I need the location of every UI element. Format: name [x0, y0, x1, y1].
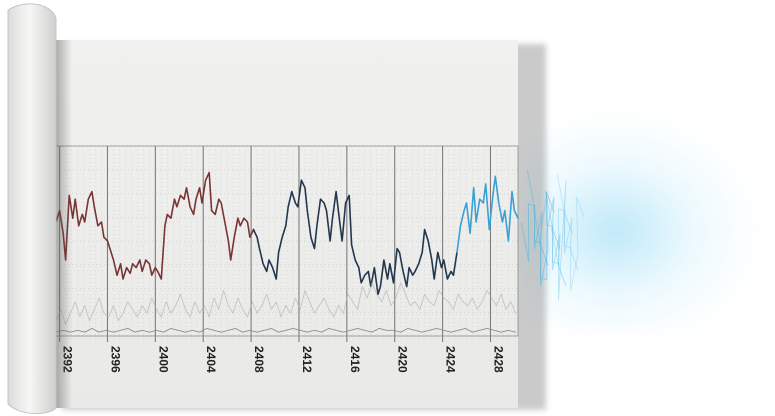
x-tick-label: 2400 — [156, 346, 170, 373]
light-glow — [520, 110, 760, 330]
series-line-1 — [55, 171, 255, 280]
x-tick-label: 2416 — [348, 346, 362, 373]
paper-roll — [7, 3, 57, 414]
x-tick-label: 2428 — [492, 346, 506, 373]
x-tick-label: 2404 — [204, 346, 218, 373]
glow-strand — [550, 208, 579, 271]
series-line-4 — [55, 282, 517, 326]
glow-strand — [538, 192, 567, 287]
paper-sheet — [56, 40, 518, 408]
glow-strand — [526, 169, 555, 287]
series-line-2 — [252, 179, 458, 296]
x-tick-label: 2408 — [252, 346, 266, 373]
x-tick-label: 2424 — [444, 346, 458, 373]
glow-strand — [544, 180, 573, 301]
series-line-5 — [55, 327, 517, 333]
glow-strand — [532, 196, 561, 281]
x-tick-label: 2412 — [300, 346, 314, 373]
glow-strand — [556, 174, 585, 292]
x-tick-label: 2396 — [109, 346, 123, 373]
series-layer — [55, 169, 585, 333]
x-tick-label: 2420 — [396, 346, 410, 373]
series-line-3 — [456, 175, 519, 254]
roll-inner-shade — [56, 40, 72, 408]
